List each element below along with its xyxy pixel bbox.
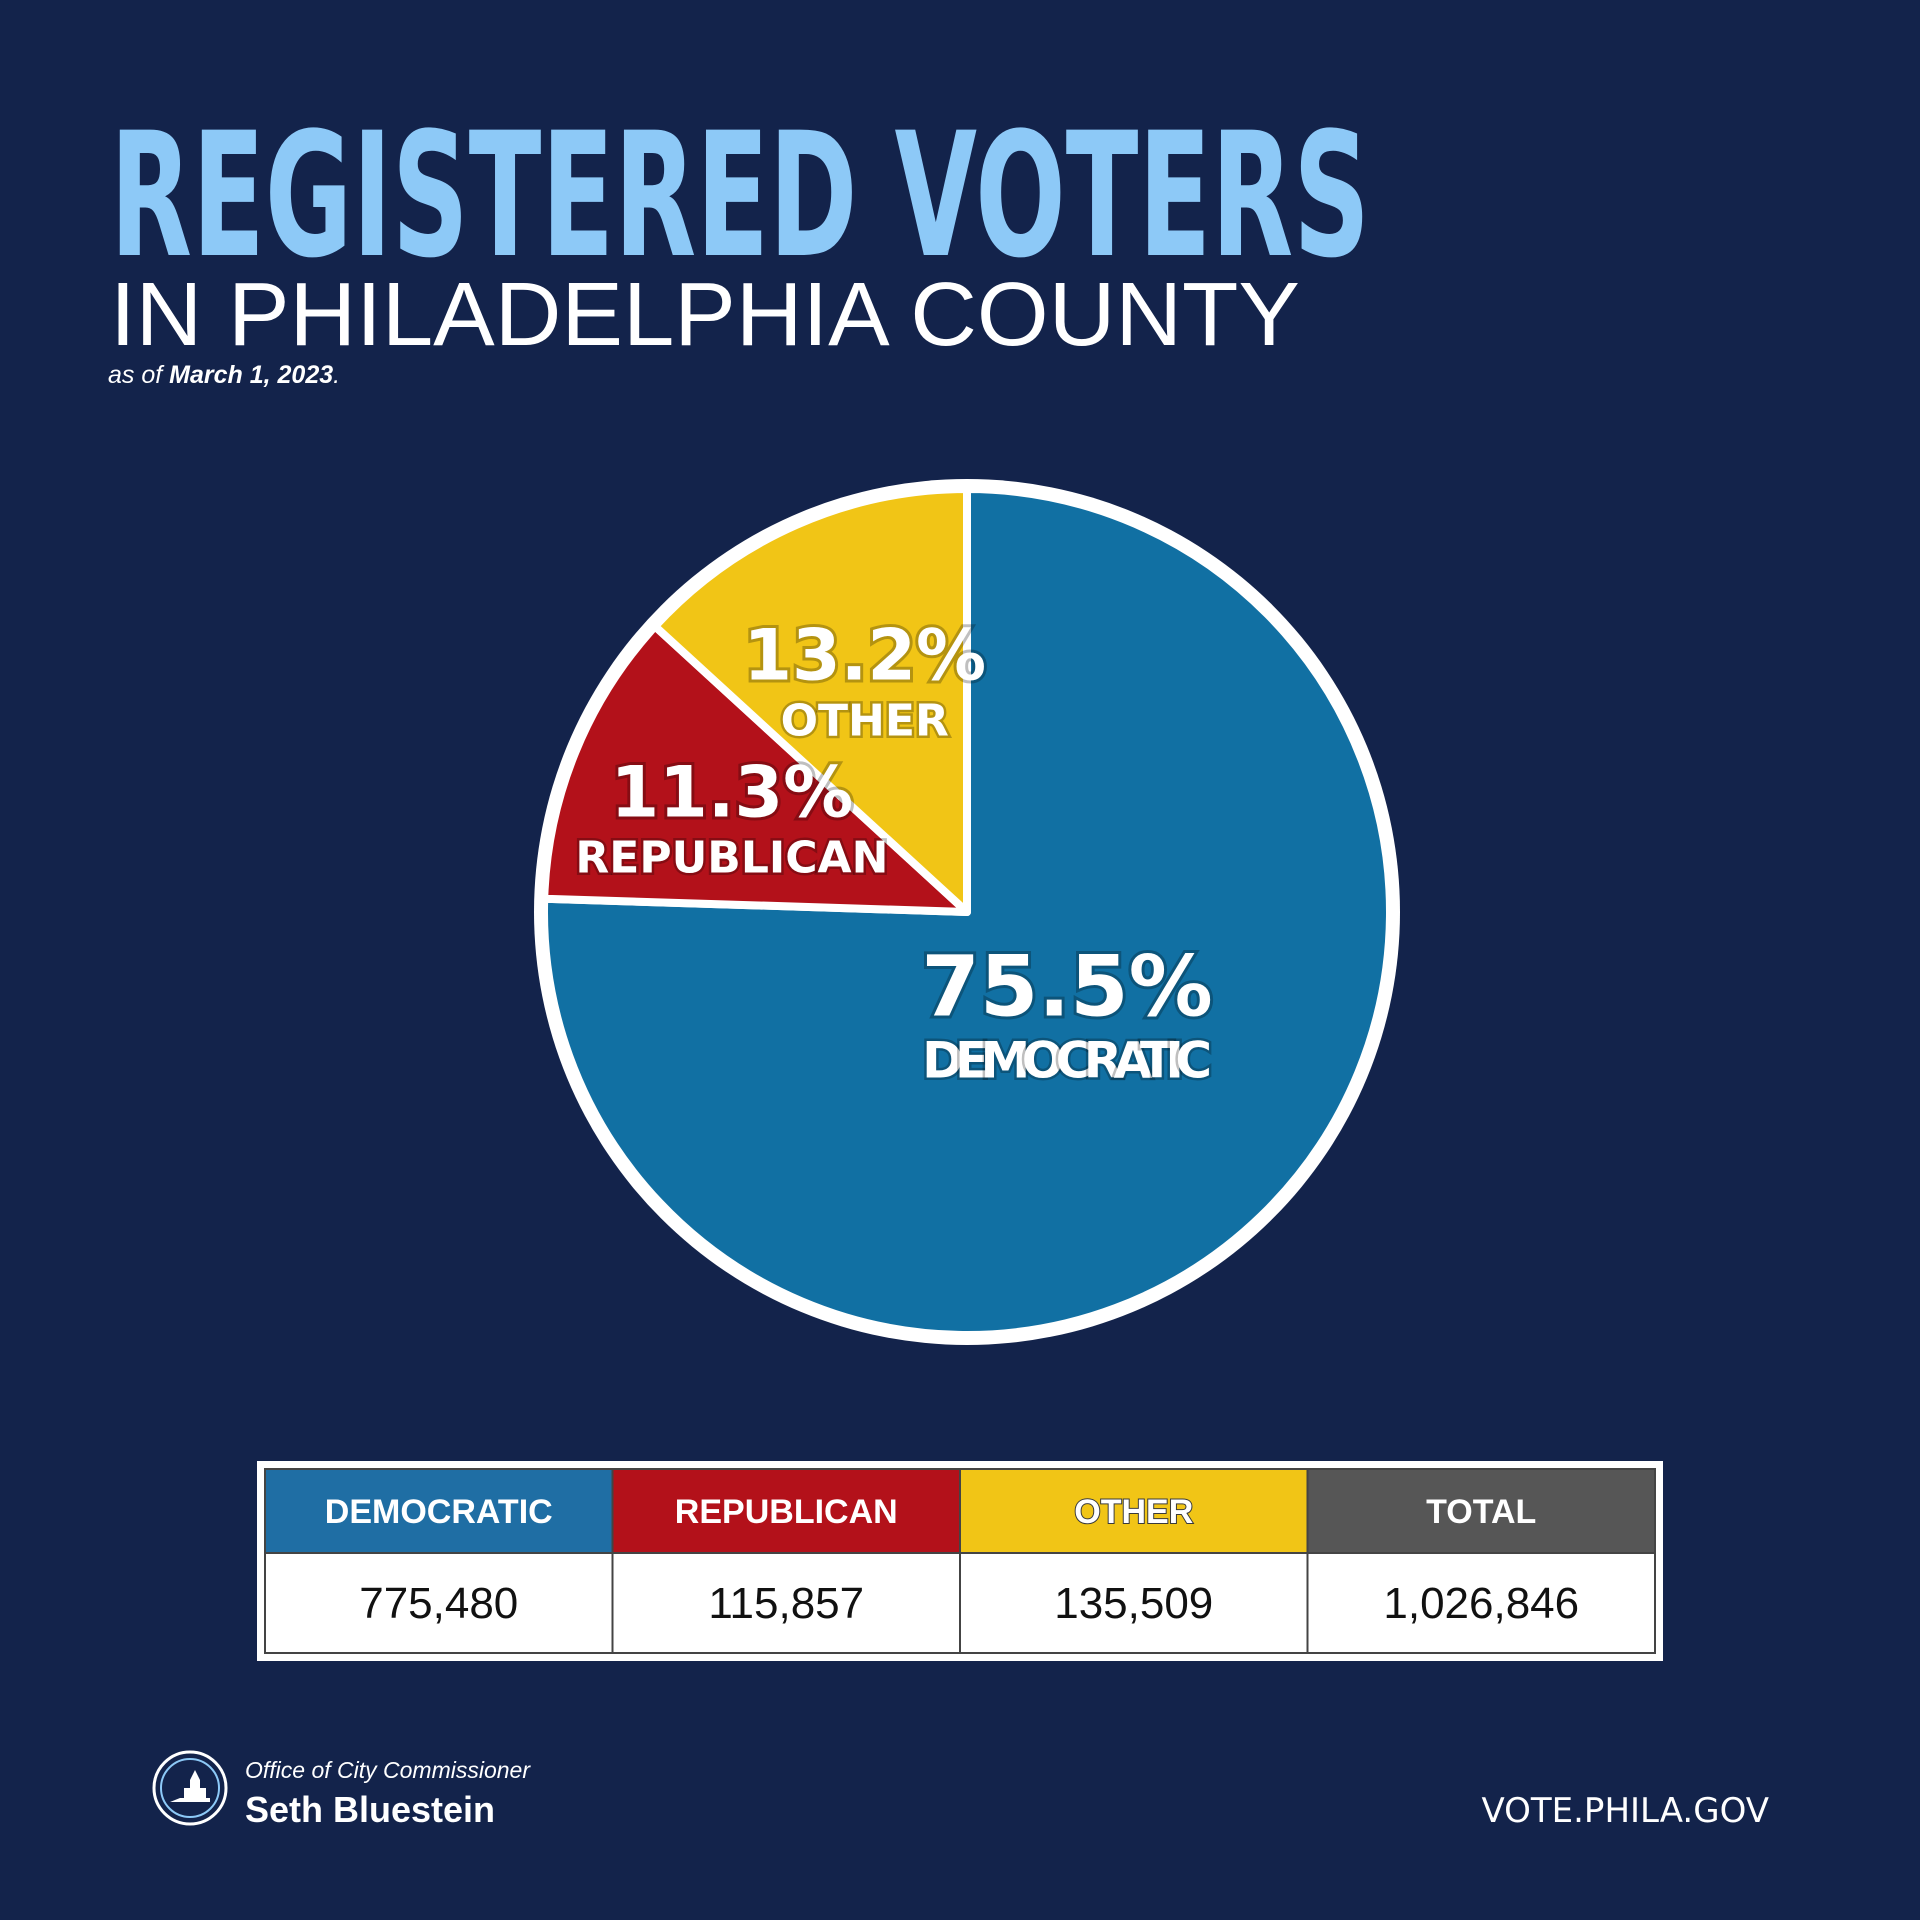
date-note: as of March 1, 2023. (108, 361, 340, 389)
data-cell (264, 1552, 614, 1654)
table: DEMOCRATIC REPUBLICAN OTHER TOTAL 775,480 115… (257, 1461, 1663, 1661)
data-cell (959, 1552, 1309, 1654)
note-suffix: . (333, 361, 340, 389)
slice-category-label: REPUBLICAN (575, 832, 888, 883)
cell-value: 135,509 (1054, 1579, 1213, 1628)
office: Office of City Commissioner (245, 1757, 531, 1783)
header-label: TOTAL (1426, 1493, 1536, 1531)
data-cell (611, 1552, 961, 1654)
chart-title: REGISTERED VOTERS (110, 95, 1370, 296)
note-prefix: as of (108, 361, 165, 389)
header-label: OTHER (1074, 1493, 1193, 1531)
commissioner: Seth Bluestein (245, 1789, 495, 1830)
cell-value: 1,026,846 (1383, 1579, 1579, 1628)
header-cell (1306, 1468, 1656, 1554)
seal-ring (160, 1758, 220, 1818)
pie: 75.5%DEMOCRATIC 11.3%REPUBLICAN 13.2%OTHER (534, 479, 1400, 1345)
slice-category-label: DEMOCRATIC (922, 1031, 1212, 1089)
header-label: DEMOCRATIC (325, 1493, 553, 1531)
slice-value-label: 11.3% (610, 751, 853, 833)
website: VOTE.PHILA.GOV (1481, 1791, 1769, 1831)
pie-slice (651, 485, 971, 916)
note-date: March 1, 2023 (169, 361, 333, 389)
header-label: REPUBLICAN (675, 1493, 898, 1531)
chart-subtitle: IN PHILADELPHIA COUNTY (110, 265, 1300, 365)
pie-slice (540, 622, 971, 916)
slice-category-label: OTHER (781, 696, 949, 747)
footer: Office of City Commissioner Seth Blueste… (152, 1750, 1769, 1831)
slice-value-label: 13.2% (743, 615, 986, 697)
slice-value-label: 75.5% (921, 937, 1212, 1035)
cell-value: 775,480 (359, 1579, 518, 1628)
seal-building (170, 1770, 210, 1802)
data-cell (1306, 1552, 1656, 1654)
cell-value: 115,857 (708, 1579, 864, 1628)
